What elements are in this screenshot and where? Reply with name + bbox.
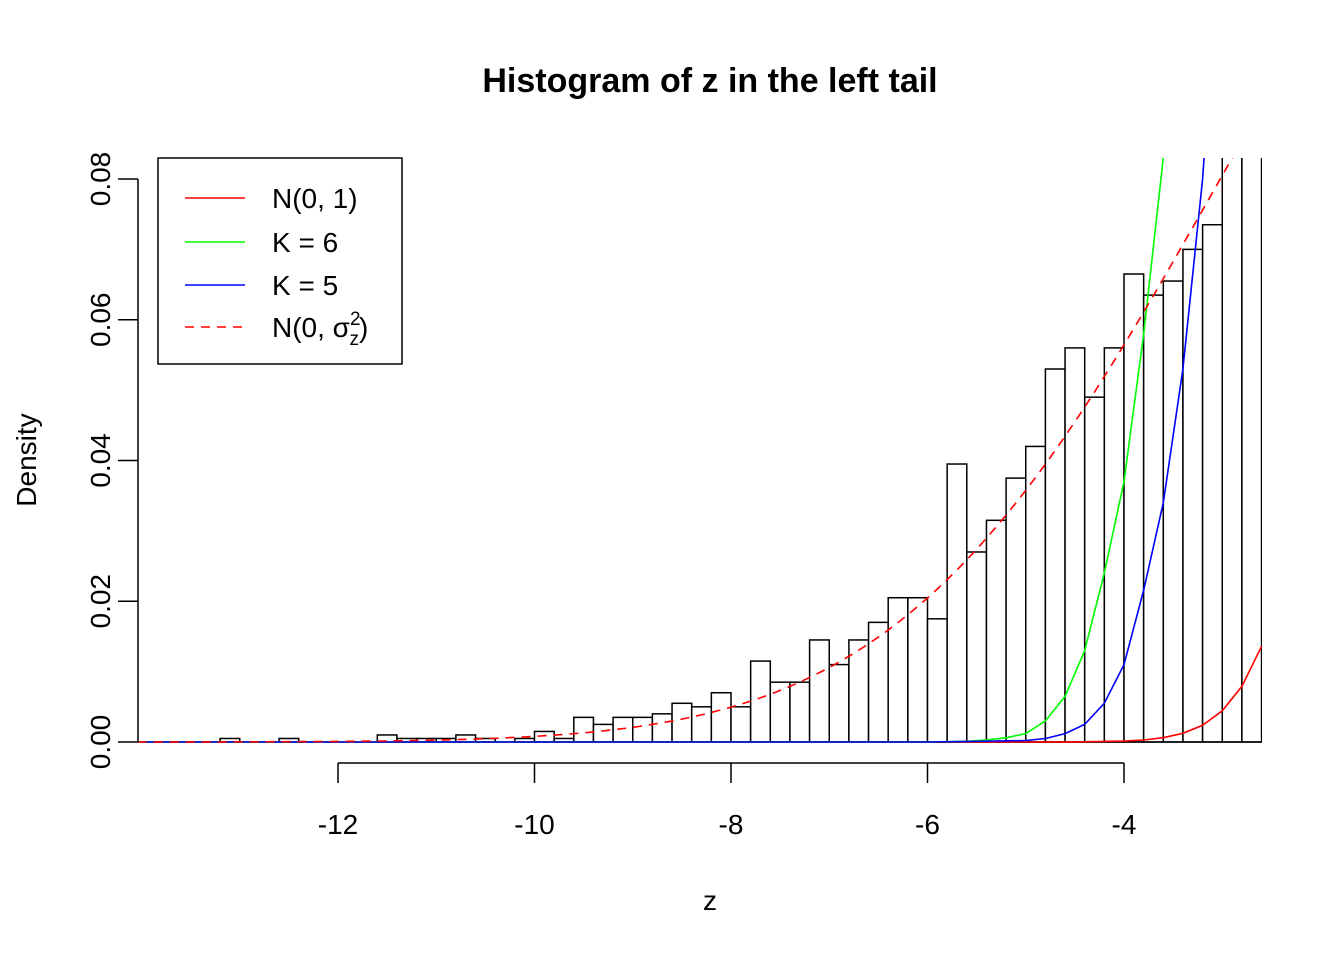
legend-label-k6: K = 6 <box>272 227 338 258</box>
histogram-bar <box>1162 280 1184 743</box>
histogram-bar <box>573 716 595 743</box>
histogram-bar <box>808 639 830 743</box>
y-tick-label: 0.08 <box>85 152 116 207</box>
histogram-bar <box>455 734 477 743</box>
x-tick-label: -4 <box>1112 809 1137 840</box>
x-axis: -12 -10 -8 -6 -4 <box>318 762 1137 840</box>
histogram-bar <box>946 463 968 743</box>
series-line-3 <box>138 158 1234 743</box>
histogram-bar <box>749 660 772 743</box>
histogram-bar <box>1064 347 1086 743</box>
x-tick-label: -8 <box>719 809 744 840</box>
density-curves <box>138 158 1262 743</box>
histogram-bar <box>926 618 948 743</box>
histogram-bar <box>533 730 555 743</box>
histogram-bar <box>651 713 673 743</box>
histogram-bar <box>867 621 889 743</box>
histogram-bar <box>789 681 811 743</box>
legend-label-scaled-normal: N(0, σ2 z) <box>272 309 368 350</box>
histogram-bar <box>690 706 713 743</box>
histogram-bar <box>907 596 929 743</box>
histogram-bar <box>966 551 988 743</box>
histogram-bar <box>1025 445 1047 743</box>
histogram-bar <box>1005 477 1027 743</box>
histogram-bar <box>1201 223 1223 743</box>
legend-box <box>157 157 403 365</box>
y-tick-label: 0.06 <box>85 293 116 348</box>
y-axis-label: Density <box>11 413 42 506</box>
y-tick-label: 0.02 <box>85 574 116 629</box>
series-line-2 <box>141 158 1205 743</box>
x-tick-label: -6 <box>915 809 940 840</box>
y-tick-label: 0.00 <box>85 715 116 770</box>
y-axis: 0.00 0.02 0.04 0.06 0.08 <box>85 152 139 770</box>
histogram-bar <box>671 702 693 743</box>
histogram-bar <box>1044 368 1066 743</box>
legend: N(0, 1) K = 6 K = 5 N(0, σ2 z) <box>157 157 403 365</box>
histogram-bar <box>710 691 732 743</box>
histogram-bar <box>1083 396 1106 743</box>
histogram-bar <box>1221 158 1243 743</box>
histogram-bar <box>730 706 752 743</box>
series-line-0 <box>141 645 1262 743</box>
x-tick-label: -10 <box>514 809 554 840</box>
chart-title: Histogram of z in the left tail <box>482 62 937 100</box>
histogram-bar <box>632 716 654 743</box>
histogram-bar <box>828 663 850 743</box>
histogram-bar <box>592 723 614 743</box>
histogram-bar <box>887 596 909 743</box>
histogram-bar <box>1123 273 1145 743</box>
histogram-bar <box>985 519 1007 743</box>
histogram-bar <box>612 716 634 743</box>
x-axis-label: z <box>703 885 717 916</box>
legend-label-k5: K = 5 <box>272 270 338 301</box>
x-tick-label: -12 <box>318 809 358 840</box>
y-tick-label: 0.04 <box>85 433 116 488</box>
histogram-bar <box>1241 158 1262 743</box>
histogram-bar <box>1182 248 1204 743</box>
legend-label-normal: N(0, 1) <box>272 183 358 214</box>
